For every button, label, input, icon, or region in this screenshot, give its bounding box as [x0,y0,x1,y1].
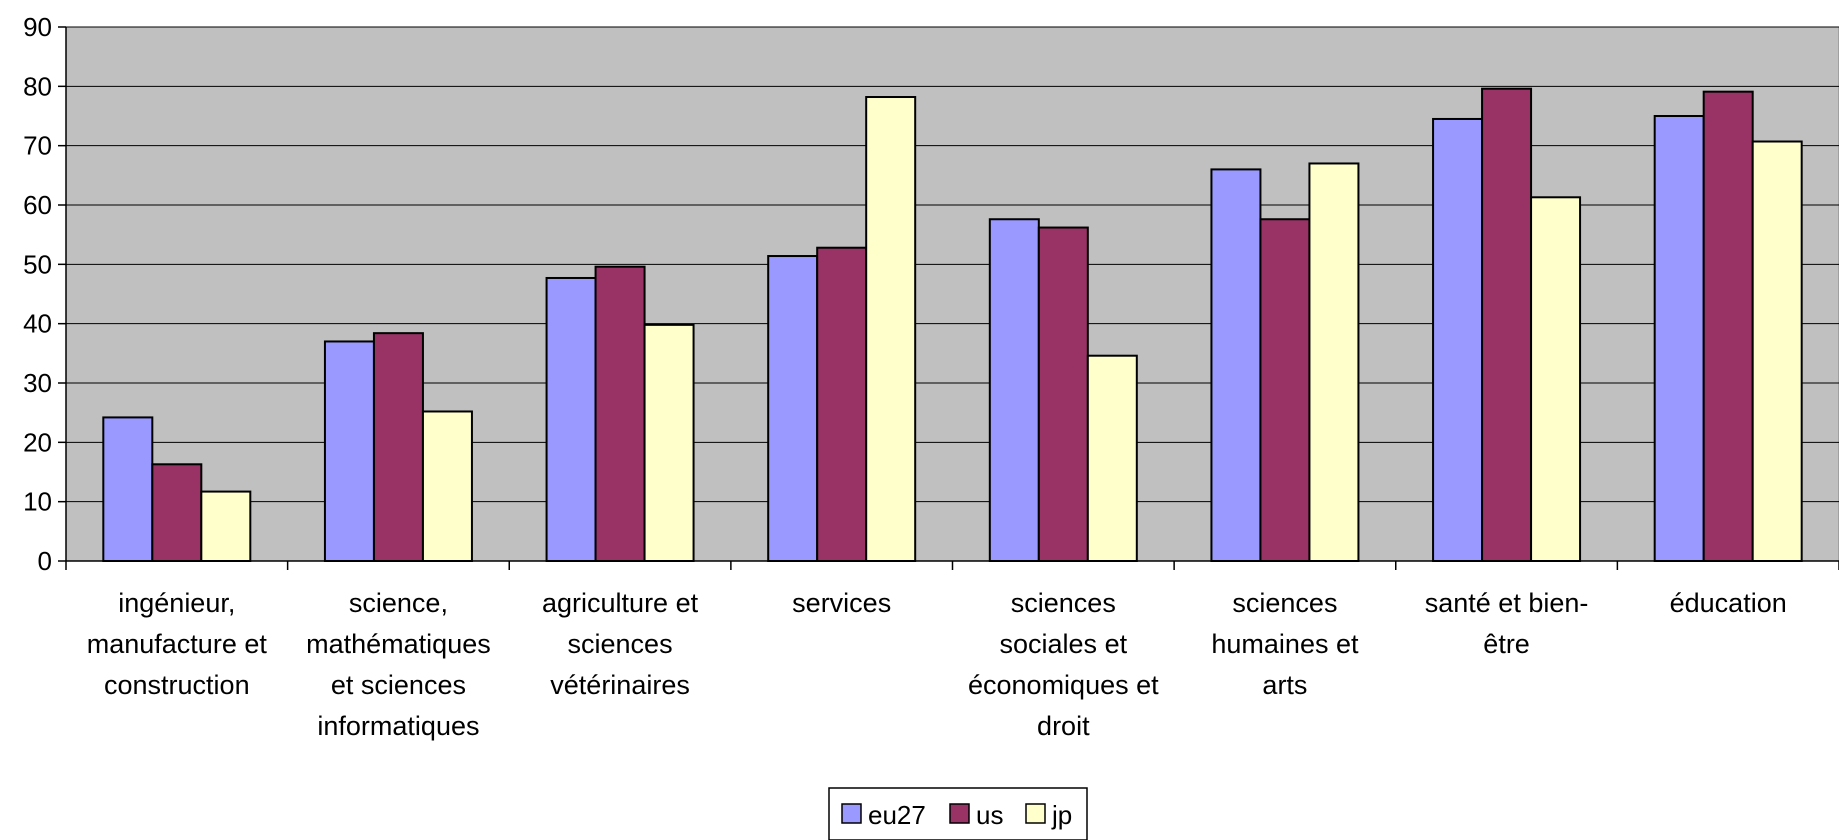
bar-us [816,246,868,562]
category-label: sciences humaines et arts [1211,588,1359,700]
category-labels: ingénieur, manufacture et construction scie… [87,588,1787,741]
category-label: science, mathématiques et sciences informat… [306,588,491,741]
bar-us [1481,87,1533,562]
bar-jp [1308,162,1360,562]
bar-jp [643,323,695,562]
category-label-line: santé et bien- [1425,588,1589,618]
category-label-line: ingénieur, [118,588,235,618]
legend-swatch-jp [1025,803,1046,824]
bar-jp [1751,140,1803,562]
bars [102,87,1803,563]
category-label-line: être [1483,629,1530,659]
bar-eu27 [102,416,154,562]
category-label-line: humaines et [1211,629,1359,659]
category-label-line: manufacture et [87,629,268,659]
bar-eu27 [323,340,375,563]
category-label: santé et bien-être [1425,588,1589,659]
legend-swatch-us [949,803,970,824]
legend-label-jp: jp [1051,800,1072,830]
bar-us [1702,90,1754,562]
legend-swatch-eu27 [841,803,862,824]
y-tick-label: 30 [23,368,52,398]
bar-eu27 [767,255,819,562]
category-label-line: droit [1037,711,1090,741]
x-axis-ticks [65,561,1839,570]
bar-jp [1086,354,1138,562]
category-label: ingénieur, manufacture et construction [87,588,268,700]
category-label-line: agriculture et [542,588,699,618]
category-label-line: mathématiques [306,629,491,659]
category-label-line: économiques et [968,670,1159,700]
category-label-line: science, [349,588,448,618]
category-label-line: sociales et [1000,629,1128,659]
y-tick-label: 40 [23,309,52,339]
bar-us [151,463,203,562]
y-tick-label: 0 [38,546,52,576]
bar-eu27 [1653,115,1705,562]
bar-jp [865,96,917,562]
category-label-line: arts [1262,670,1307,700]
legend-label-us: us [976,800,1003,830]
y-tick-label: 90 [23,12,52,42]
y-tick-label: 60 [23,190,52,220]
bar-eu27 [1432,117,1484,562]
y-axis-ticks: 0 10 20 30 40 50 60 70 80 90 [23,12,66,576]
bar-us [594,265,646,562]
bar-jp [421,410,473,563]
y-tick-label: 10 [23,487,52,517]
category-label-line: vétérinaires [550,670,690,700]
category-label-line: services [792,588,891,618]
legend: eu27 us jp [828,787,1088,840]
category-label: agriculture et sciences vétérinaires [542,588,699,700]
category-label: services [792,588,891,618]
category-label-line: construction [104,670,250,700]
category-label: sciences sociales et économiques et droit [968,588,1159,741]
y-tick-label: 70 [23,131,52,161]
legend-label-eu27: eu27 [868,800,926,830]
y-tick-label: 20 [23,427,52,457]
category-label-line: et sciences [331,670,466,700]
category-label: éducation [1670,588,1787,618]
category-label-line: sciences [568,629,673,659]
bar-eu27 [545,276,597,562]
category-label-line: sciences [1232,588,1337,618]
bar-eu27 [988,218,1040,563]
bar-us [372,332,424,562]
category-label-line: éducation [1670,588,1787,618]
bar-us [1037,226,1089,562]
category-label-line: informatiques [317,711,479,741]
bar-eu27 [1210,168,1262,562]
bar-jp [1530,196,1582,563]
y-tick-label: 80 [23,71,52,101]
category-label-line: sciences [1011,588,1116,618]
bar-jp [200,490,252,562]
bar-us [1259,218,1311,563]
y-tick-label: 50 [23,249,52,279]
